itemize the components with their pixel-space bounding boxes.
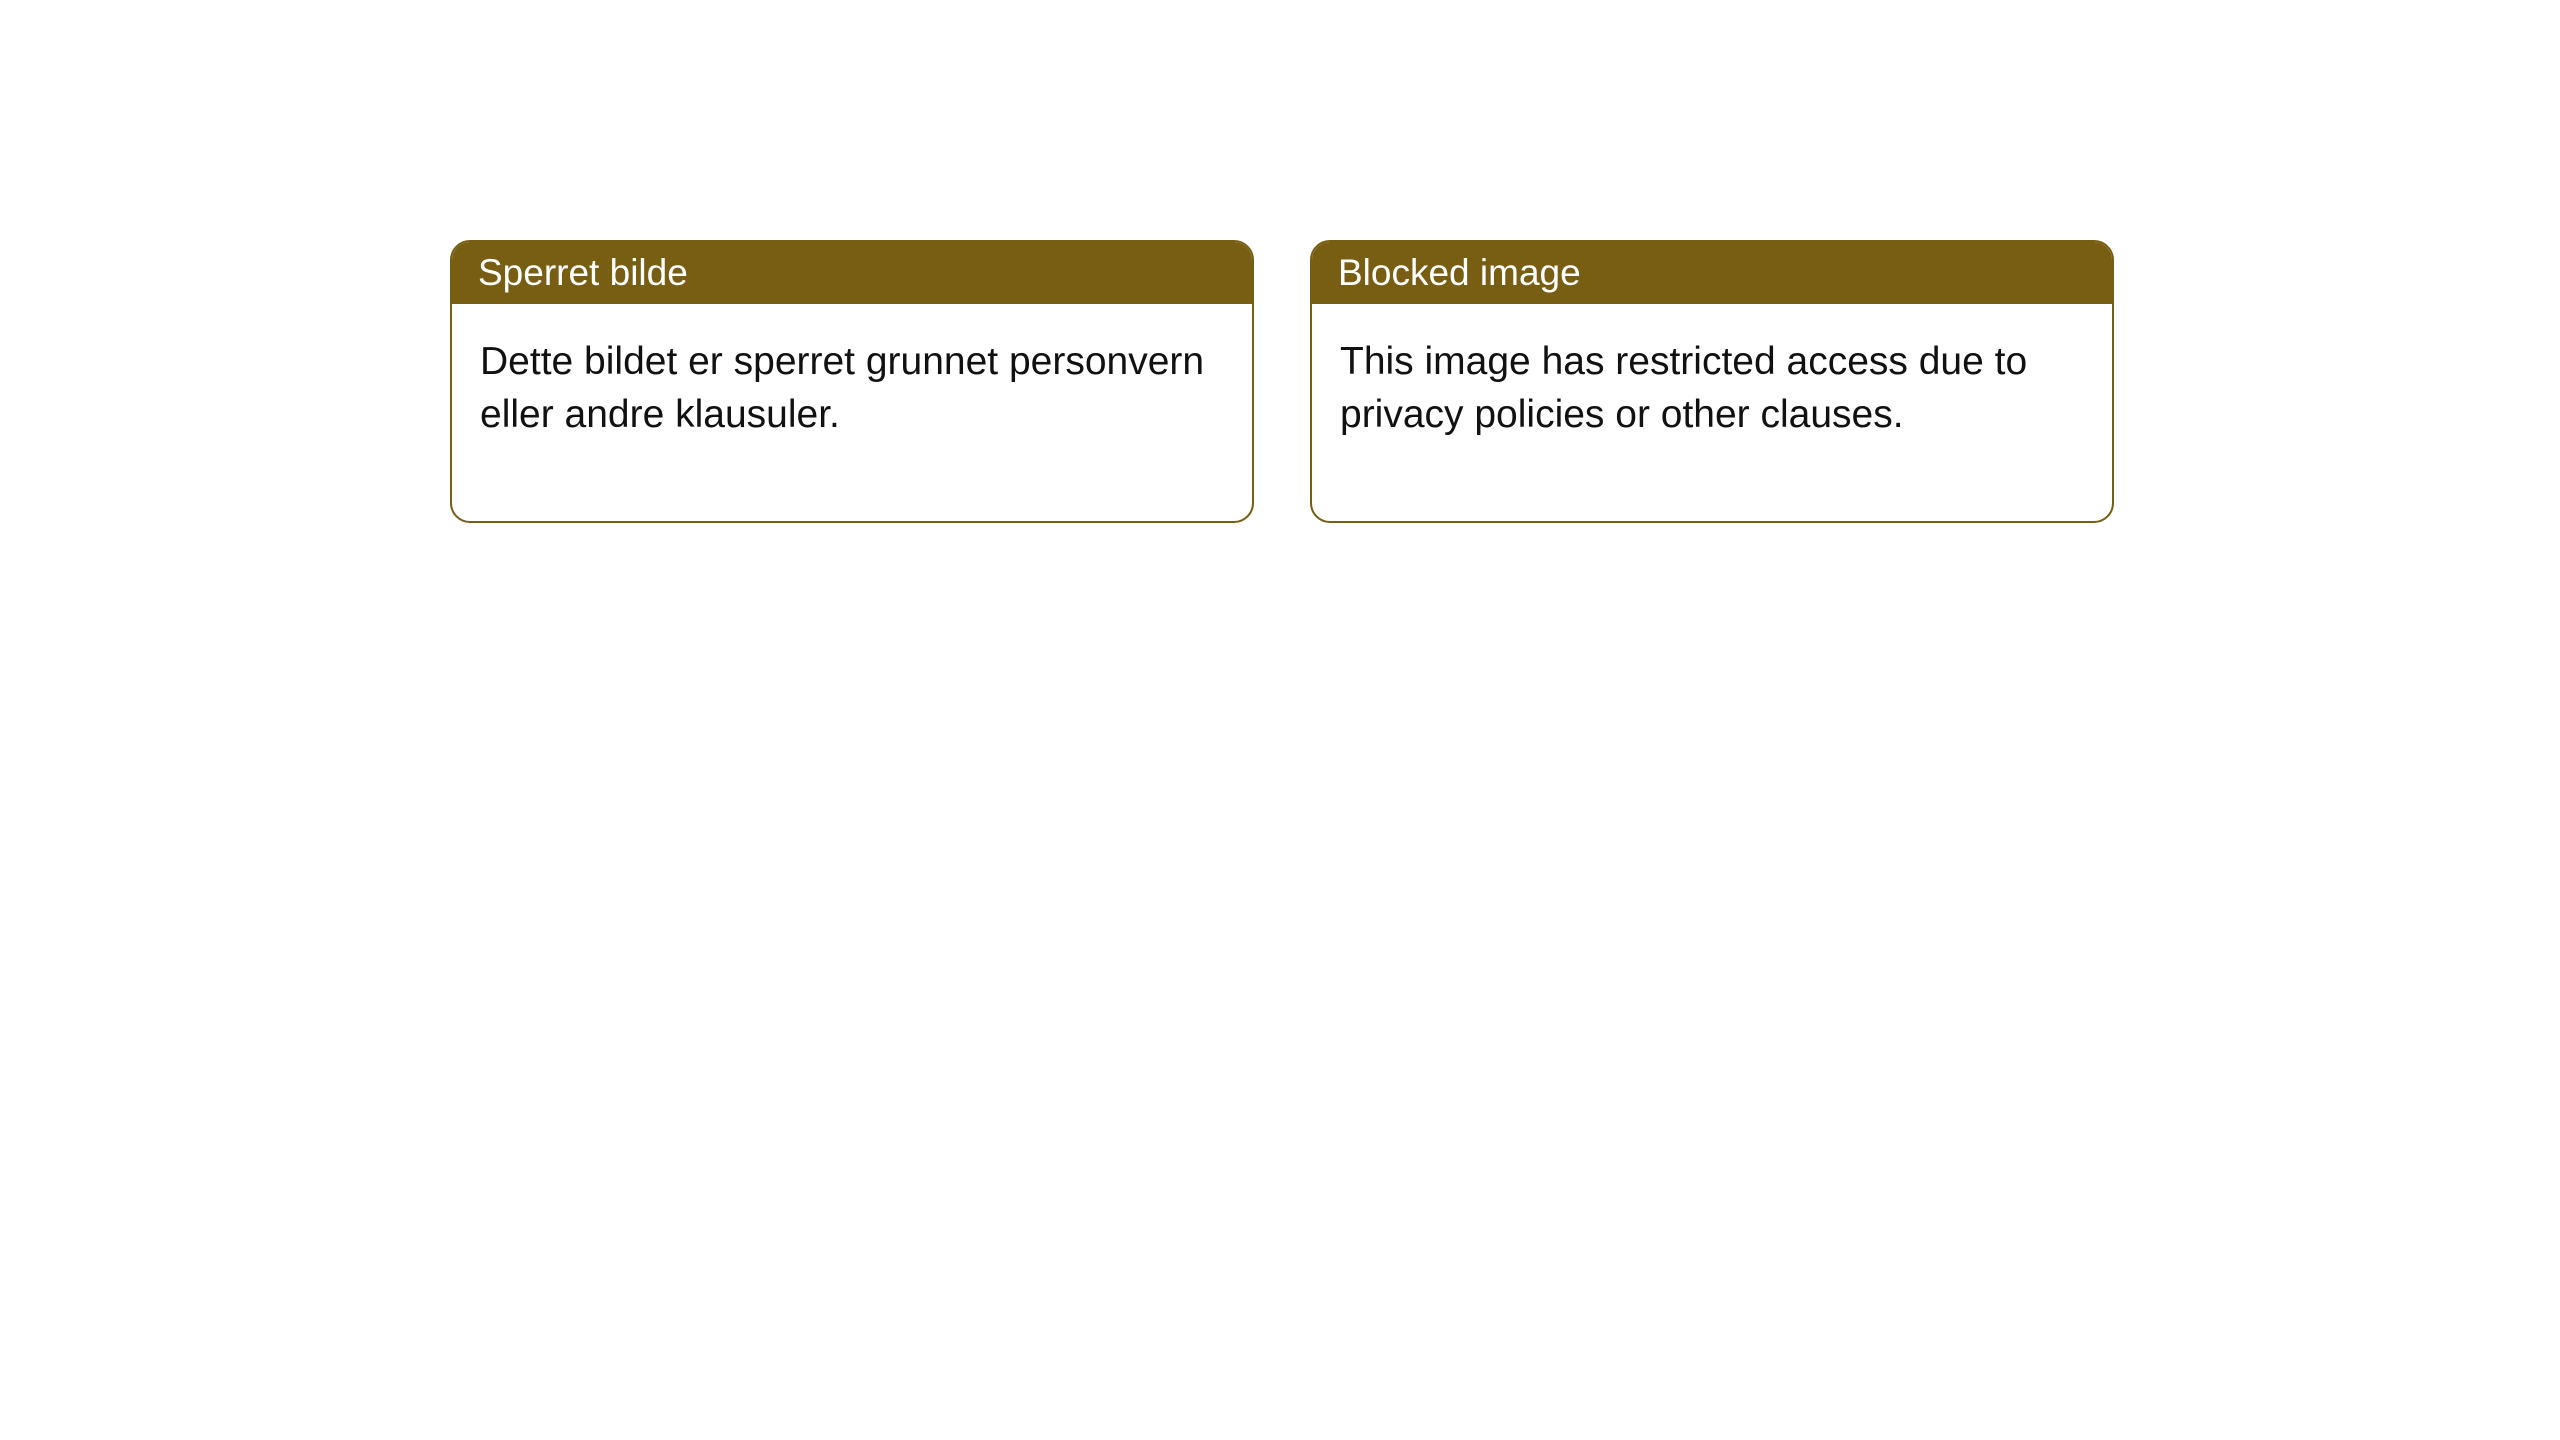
notice-body-no: Dette bildet er sperret grunnet personve… bbox=[452, 304, 1252, 521]
notice-title-en: Blocked image bbox=[1312, 242, 2112, 304]
notice-card-no: Sperret bilde Dette bildet er sperret gr… bbox=[450, 240, 1254, 523]
notice-body-en: This image has restricted access due to … bbox=[1312, 304, 2112, 521]
notice-container: Sperret bilde Dette bildet er sperret gr… bbox=[450, 240, 2114, 523]
notice-title-no: Sperret bilde bbox=[452, 242, 1252, 304]
notice-card-en: Blocked image This image has restricted … bbox=[1310, 240, 2114, 523]
